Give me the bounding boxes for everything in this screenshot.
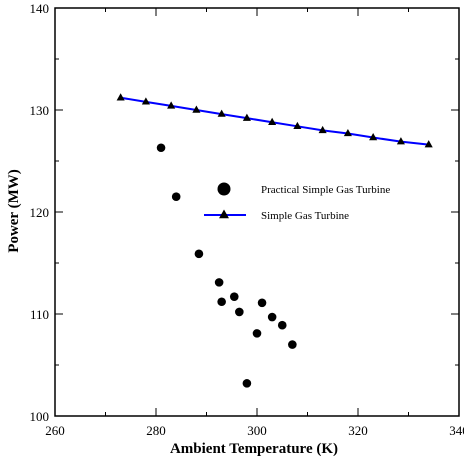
plot-frame — [55, 8, 459, 416]
series-line — [121, 98, 429, 145]
data-point-circle — [278, 321, 287, 330]
x-tick-label: 280 — [146, 423, 166, 438]
data-point-circle — [253, 329, 262, 338]
data-point-circle — [215, 278, 224, 287]
data-point-circle — [230, 292, 239, 301]
series — [117, 93, 433, 387]
y-tick-label: 130 — [30, 103, 50, 118]
ticks: 260 280 300 320 340 100 110 120 130 140 — [30, 1, 464, 438]
data-point-circle — [195, 250, 204, 259]
data-point-circle — [157, 143, 166, 152]
series-0 — [157, 143, 297, 387]
y-tick-label: 100 — [30, 409, 50, 424]
y-axis-label: Power (MW) — [6, 169, 22, 252]
data-point-circle — [258, 298, 267, 307]
x-tick-label: 320 — [348, 423, 368, 438]
legend-marker-triangle — [219, 210, 229, 219]
data-point-circle — [217, 297, 226, 306]
data-point-circle — [288, 340, 297, 349]
data-point-circle — [235, 308, 244, 317]
data-point-triangle — [117, 93, 125, 100]
data-point-circle — [243, 379, 252, 388]
data-point-circle — [268, 313, 277, 322]
series-1 — [117, 93, 433, 147]
legend-label: Practical Simple Gas Turbine — [261, 184, 390, 196]
x-tick-label: 340 — [449, 423, 464, 438]
y-tick-label: 140 — [30, 1, 50, 16]
y-tick-label: 120 — [30, 205, 50, 220]
x-tick-label: 300 — [247, 423, 267, 438]
x-axis-label: Ambient Temperature (K) — [170, 441, 338, 457]
legend: Practical Simple Gas Turbine Simple Gas T… — [204, 183, 390, 223]
data-point-circle — [172, 192, 181, 201]
legend-label: Simple Gas Turbine — [261, 210, 349, 222]
axes — [55, 8, 459, 416]
y-tick-label: 110 — [30, 307, 49, 322]
x-tick-label: 260 — [45, 423, 65, 438]
legend-marker-circle — [218, 183, 231, 196]
